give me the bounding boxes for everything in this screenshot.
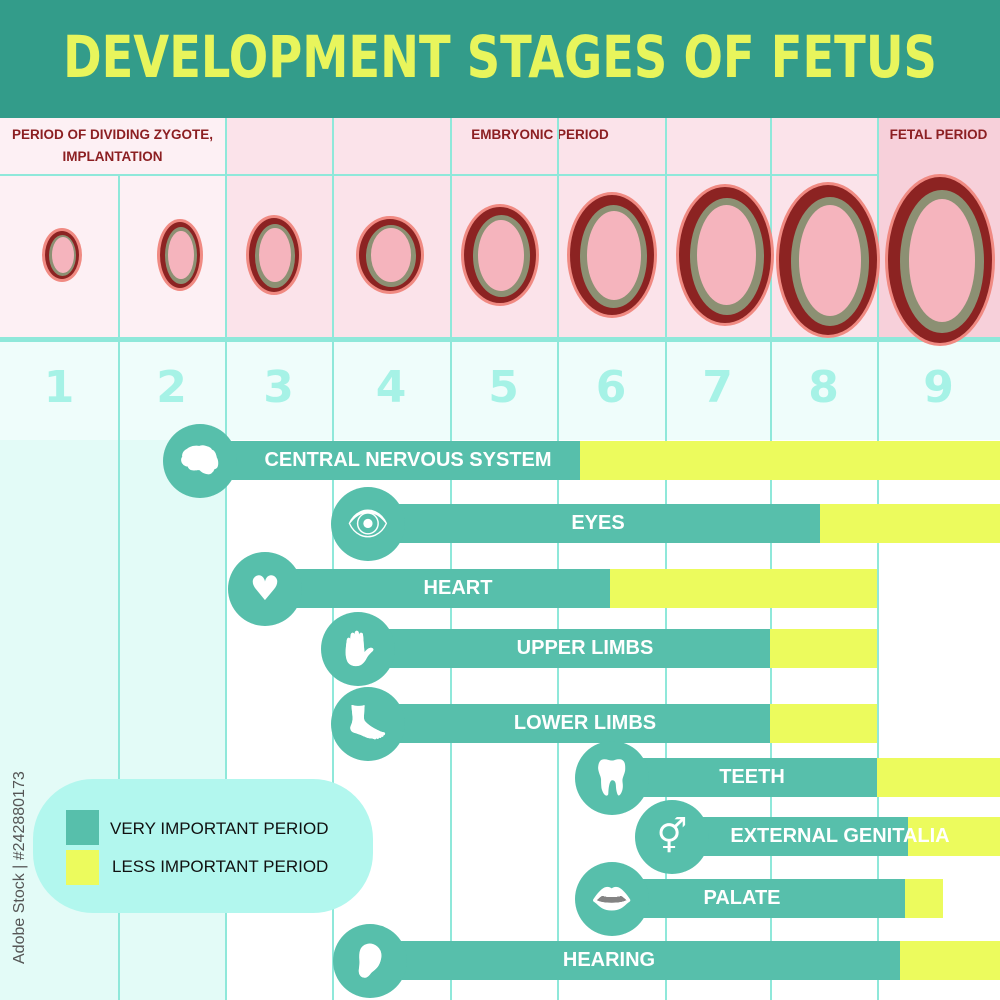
- organ-label: HEARING: [562, 949, 656, 971]
- column-divider: [557, 118, 559, 1000]
- gender-icon: ⚥: [635, 800, 709, 874]
- column-divider: [877, 118, 879, 1000]
- header-banner: [0, 0, 1000, 118]
- less-important-segment: [820, 504, 1000, 543]
- tooth-icon: 🦷: [575, 741, 649, 815]
- organ-label: CENTRAL NERVOUS SYSTEM: [264, 449, 552, 471]
- period-embryonic: EMBRYONIC PERIOD: [471, 127, 609, 142]
- page-title: DEVELOPMENT STAGES OF FETUS: [63, 23, 937, 91]
- month-number: 2: [156, 362, 187, 413]
- very-important-segment: [368, 504, 820, 543]
- less-important-segment: [877, 758, 1000, 797]
- less-important-segment: [908, 817, 1000, 856]
- very-important-segment: [265, 569, 610, 608]
- very-important-segment: [612, 879, 905, 918]
- very-important-segment: [368, 704, 770, 743]
- fetus-stage-5: [464, 207, 536, 303]
- column-divider: [450, 118, 452, 1000]
- divider: [0, 337, 1000, 342]
- organ-bar: PALATE: [612, 879, 943, 918]
- column-divider: [118, 176, 120, 1000]
- less-important-segment: [610, 569, 877, 608]
- organ-bar: EYES: [368, 504, 1000, 543]
- ear-icon: 👂: [333, 924, 407, 998]
- very-important-segment: [200, 441, 580, 480]
- fetus-stage-8: [779, 185, 877, 335]
- column-divider: [665, 118, 667, 1000]
- legend-swatch-less: [66, 850, 99, 885]
- organ-label: TEETH: [719, 766, 785, 788]
- organ-bar: HEARING: [370, 941, 1000, 980]
- period-zygote: PERIOD OF DIVIDING ZYGOTE, IMPLANTATION: [11, 127, 214, 164]
- month-number: 9: [923, 362, 954, 413]
- organ-label: PALATE: [703, 887, 781, 909]
- watermark: Adobe Stock | #242880173: [11, 771, 28, 964]
- month-number: 4: [375, 362, 407, 413]
- legend-very-label: VERY IMPORTANT PERIOD: [110, 819, 329, 838]
- less-important-segment: [770, 629, 877, 668]
- eye-icon: 👁: [331, 487, 405, 561]
- organ-bar: TEETH: [612, 758, 1000, 797]
- embryonic-period-bg: [225, 118, 877, 340]
- legend-less-label: LESS IMPORTANT PERIOD: [112, 857, 329, 876]
- column-divider: [332, 118, 334, 1000]
- organ-label: EXTERNAL GENITALIA: [730, 825, 950, 847]
- hand-icon: ✋: [321, 612, 395, 686]
- less-important-segment: [580, 441, 1000, 480]
- early-columns-bg: [0, 440, 225, 1000]
- legend-swatch-very: [66, 810, 99, 845]
- month-number: 6: [595, 362, 627, 413]
- fetus-stage-6: [570, 195, 654, 315]
- brain-icon: 🧠: [163, 424, 237, 498]
- very-important-segment: [358, 629, 770, 668]
- fetus-stage-9: [888, 177, 992, 343]
- less-important-segment: [770, 704, 877, 743]
- very-important-segment: [612, 758, 877, 797]
- very-important-segment: [672, 817, 908, 856]
- less-important-segment: [900, 941, 1000, 980]
- months-row-bg: [0, 342, 1000, 440]
- organ-bar: LOWER LIMBS: [368, 704, 877, 743]
- organ-label: LOWER LIMBS: [513, 712, 657, 734]
- organ-bar: HEART: [265, 569, 877, 608]
- very-important-segment: [370, 941, 900, 980]
- legend: VERY IMPORTANT PERIOD LESS IMPORTANT PER…: [33, 779, 373, 913]
- less-important-segment: [905, 879, 943, 918]
- organ-bar: UPPER LIMBS: [358, 629, 877, 668]
- month-number: 1: [43, 362, 75, 413]
- fetus-stage-4: [359, 219, 421, 291]
- column-divider: [770, 118, 772, 1000]
- organ-label: UPPER LIMBS: [516, 637, 654, 659]
- month-number: 3: [263, 362, 294, 413]
- month-number: 5: [488, 362, 519, 413]
- lips-icon: 👄: [575, 862, 649, 936]
- fetus-stage-1: [45, 231, 79, 279]
- foot-icon: 🦶: [331, 687, 405, 761]
- column-divider: [225, 118, 227, 1000]
- fetus-stage-7: [679, 187, 771, 323]
- period-fetal: FETAL PERIOD: [889, 127, 988, 142]
- organ-bar: EXTERNAL GENITALIA: [672, 817, 1000, 856]
- organ-bar: CENTRAL NERVOUS SYSTEM: [200, 441, 1000, 480]
- month-number: 8: [808, 362, 839, 413]
- month-number: 7: [702, 362, 733, 413]
- organ-label: HEART: [423, 577, 493, 599]
- fetus-stage-3: [249, 218, 299, 292]
- organ-label: EYES: [571, 512, 625, 534]
- fetus-stage-2: [160, 222, 200, 288]
- heart-organ-icon: ♥: [228, 552, 302, 626]
- divider: [0, 174, 877, 176]
